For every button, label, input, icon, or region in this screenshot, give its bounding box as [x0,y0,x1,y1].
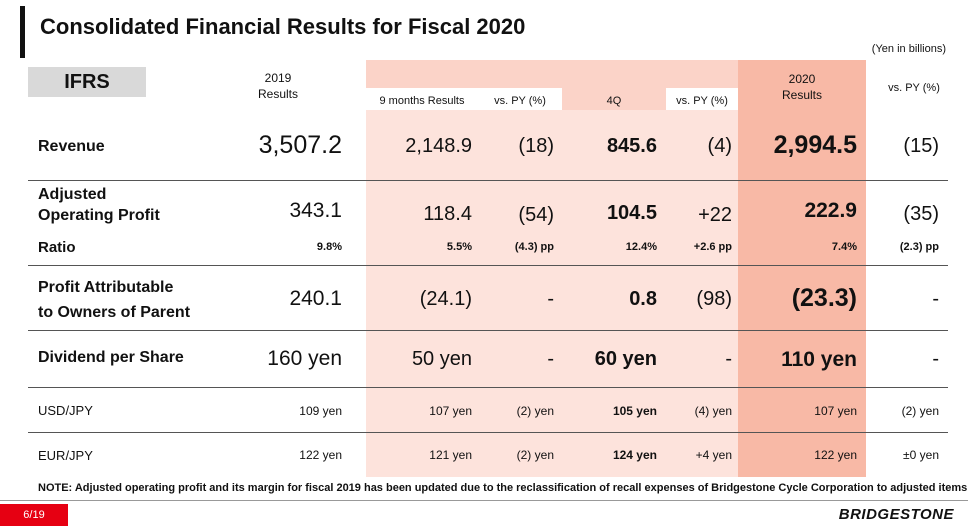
footer-divider [0,500,968,501]
revenue-fy-vs: (15) [903,135,939,157]
row-label-adjusted-op-line2: Operating Profit [38,207,160,224]
header-fy2020: 2020 Results [762,71,842,103]
profit-9m-vs: - [547,288,554,310]
revenue-fy2019: 3,507.2 [258,131,342,159]
ratio-9m: 5.5% [446,241,472,253]
revenue-9m-vs: (18) [518,135,554,157]
usd-fy2020: 107 yen [814,404,857,418]
aop-fy-vs: (35) [903,203,939,225]
row-label-eur: EUR/JPY [38,448,93,463]
row-divider [28,330,948,331]
header-fy2019-year: 2019 [264,71,292,85]
row-divider [28,387,948,388]
usd-9m: 107 yen [429,404,472,418]
dividend-fy-vs: - [932,348,939,370]
header-fy2020-year: 2020 [788,72,816,86]
page-title: Consolidated Financial Results for Fisca… [40,14,526,39]
ratio-4q: 12.4% [625,241,657,253]
aop-4q: 104.5 [606,202,657,224]
revenue-fy2020: 2,994.5 [773,131,857,159]
title-accent-bar [20,6,25,58]
header-white-9m-vs [476,88,562,110]
usd-4q: 105 yen [612,404,657,418]
row-label-profit: Profit Attributable to Owners of Parent [38,275,190,325]
band-4q-header [562,88,666,110]
row-label-adjusted-op-line1: Adjusted [38,186,107,203]
row-label-usd: USD/JPY [38,403,93,418]
bridgestone-logo: BRIDGESTONE [838,506,954,523]
page-number: 6/19 [0,504,68,526]
ratio-fy-vs: (2.3) pp [899,241,939,253]
row-label-profit-line1: Profit Attributable [38,279,174,296]
header-white-4q-vs [666,88,738,110]
footnote: NOTE: Adjusted operating profit and its … [38,482,968,494]
aop-9m-vs: (54) [518,204,554,226]
profit-9m: (24.1) [419,288,472,310]
dividend-4q-vs: - [725,348,732,370]
profit-fy-vs: - [932,288,939,310]
eur-fy2020: 122 yen [814,448,857,462]
band-4q [562,110,666,477]
revenue-4q: 845.6 [606,135,657,157]
row-label-profit-line2: to Owners of Parent [38,304,191,321]
eur-fy-vs: ±0 yen [903,448,939,462]
usd-fy2019: 109 yen [299,404,342,418]
header-white-9m [366,88,476,110]
aop-9m: 118.4 [423,203,472,225]
dividend-fy2019: 160 yen [267,347,342,370]
profit-fy2020: (23.3) [791,284,857,312]
band-9-months [366,60,562,477]
eur-4q: 124 yen [612,448,657,462]
usd-fy-vs: (2) yen [901,404,939,418]
header-9m-vs-py: vs. PY (%) [494,95,546,107]
row-label-revenue: Revenue [38,138,105,155]
eur-9m: 121 yen [429,448,472,462]
ifrs-badge: IFRS [28,67,146,97]
ratio-fy2019: 9.8% [316,241,342,253]
eur-4q-vs: +4 yen [695,448,732,462]
band-fy2020 [738,60,866,477]
row-divider [28,265,948,266]
eur-9m-vs: (2) yen [516,448,554,462]
profit-4q: 0.8 [629,288,657,310]
revenue-4q-vs: (4) [707,135,732,157]
aop-fy2020: 222.9 [804,199,857,222]
header-9-months: 9 months Results [379,95,465,107]
header-fy2019: 2019 Results [240,70,316,102]
profit-fy2019: 240.1 [289,287,342,310]
profit-4q-vs: (98) [696,288,732,310]
unit-note: (Yen in billions) [871,43,946,55]
dividend-fy2020: 110 yen [781,348,857,371]
ratio-9m-vs: (4.3) pp [514,241,554,253]
header-fy2020-label: Results [781,88,822,102]
usd-9m-vs: (2) yen [516,404,554,418]
band-4q-vs [666,110,738,477]
ratio-4q-vs: +2.6 pp [693,241,732,253]
header-fy-vs-py: vs. PY (%) [888,82,940,94]
row-label-ratio: Ratio [38,239,76,256]
header-fy2019-label: Results [257,87,298,101]
revenue-9m: 2,148.9 [405,135,472,157]
row-divider [28,432,948,433]
dividend-9m-vs: - [547,348,554,370]
dividend-4q: 60 yen [594,348,657,370]
aop-4q-vs: +22 [698,204,732,226]
row-label-dividend: Dividend per Share [38,349,184,366]
eur-fy2019: 122 yen [299,448,342,462]
row-divider [28,180,948,181]
dividend-9m: 50 yen [411,348,472,370]
header-4q: 4Q [606,95,622,107]
header-4q-vs-py: vs. PY (%) [676,95,728,107]
aop-fy2019: 343.1 [289,199,342,222]
usd-4q-vs: (4) yen [694,404,732,418]
ratio-fy2020: 7.4% [831,241,857,253]
row-label-adjusted-op: Adjusted Operating Profit [38,184,160,226]
